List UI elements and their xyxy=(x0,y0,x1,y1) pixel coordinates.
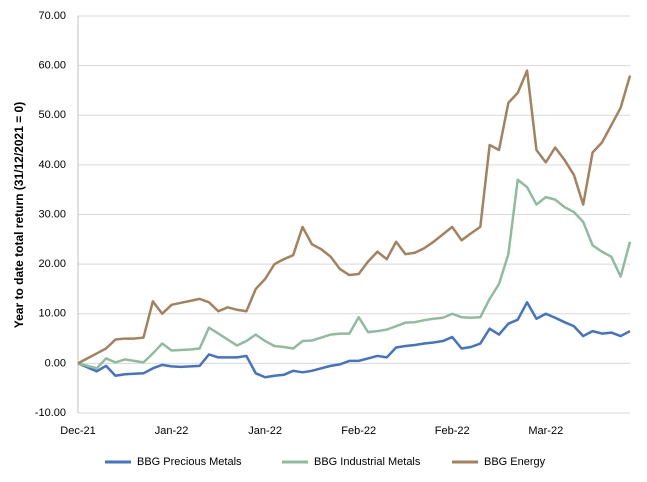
y-tick-label: 0.00 xyxy=(45,357,66,369)
y-tick-label: 50.00 xyxy=(38,109,66,121)
x-tick-label: Jan-22 xyxy=(155,425,189,437)
series-line xyxy=(77,301,631,379)
legend-label: BBG Industrial Metals xyxy=(314,456,421,468)
y-tick-label: 30.00 xyxy=(38,208,66,220)
y-tick-label: 60.00 xyxy=(38,60,66,72)
y-tick-label: -10.00 xyxy=(35,407,66,419)
y-tick-label: 10.00 xyxy=(38,308,66,320)
series-line xyxy=(77,69,632,365)
legend-label: BBG Energy xyxy=(484,456,546,468)
legend-label: BBG Precious Metals xyxy=(137,456,242,468)
y-tick-label: 20.00 xyxy=(38,258,66,270)
y-axis-label: Year to date total return (31/12/2021 = … xyxy=(12,102,26,328)
x-tick-label: Feb-22 xyxy=(435,425,470,437)
x-tick-label: Dec-21 xyxy=(60,425,95,437)
y-tick-label: 40.00 xyxy=(38,159,66,171)
x-tick-label: Feb-22 xyxy=(341,425,376,437)
x-tick-label: Jan-22 xyxy=(248,425,282,437)
x-tick-label: Mar-22 xyxy=(528,425,563,437)
series-line xyxy=(77,178,632,370)
y-tick-label: 70.00 xyxy=(38,10,66,22)
